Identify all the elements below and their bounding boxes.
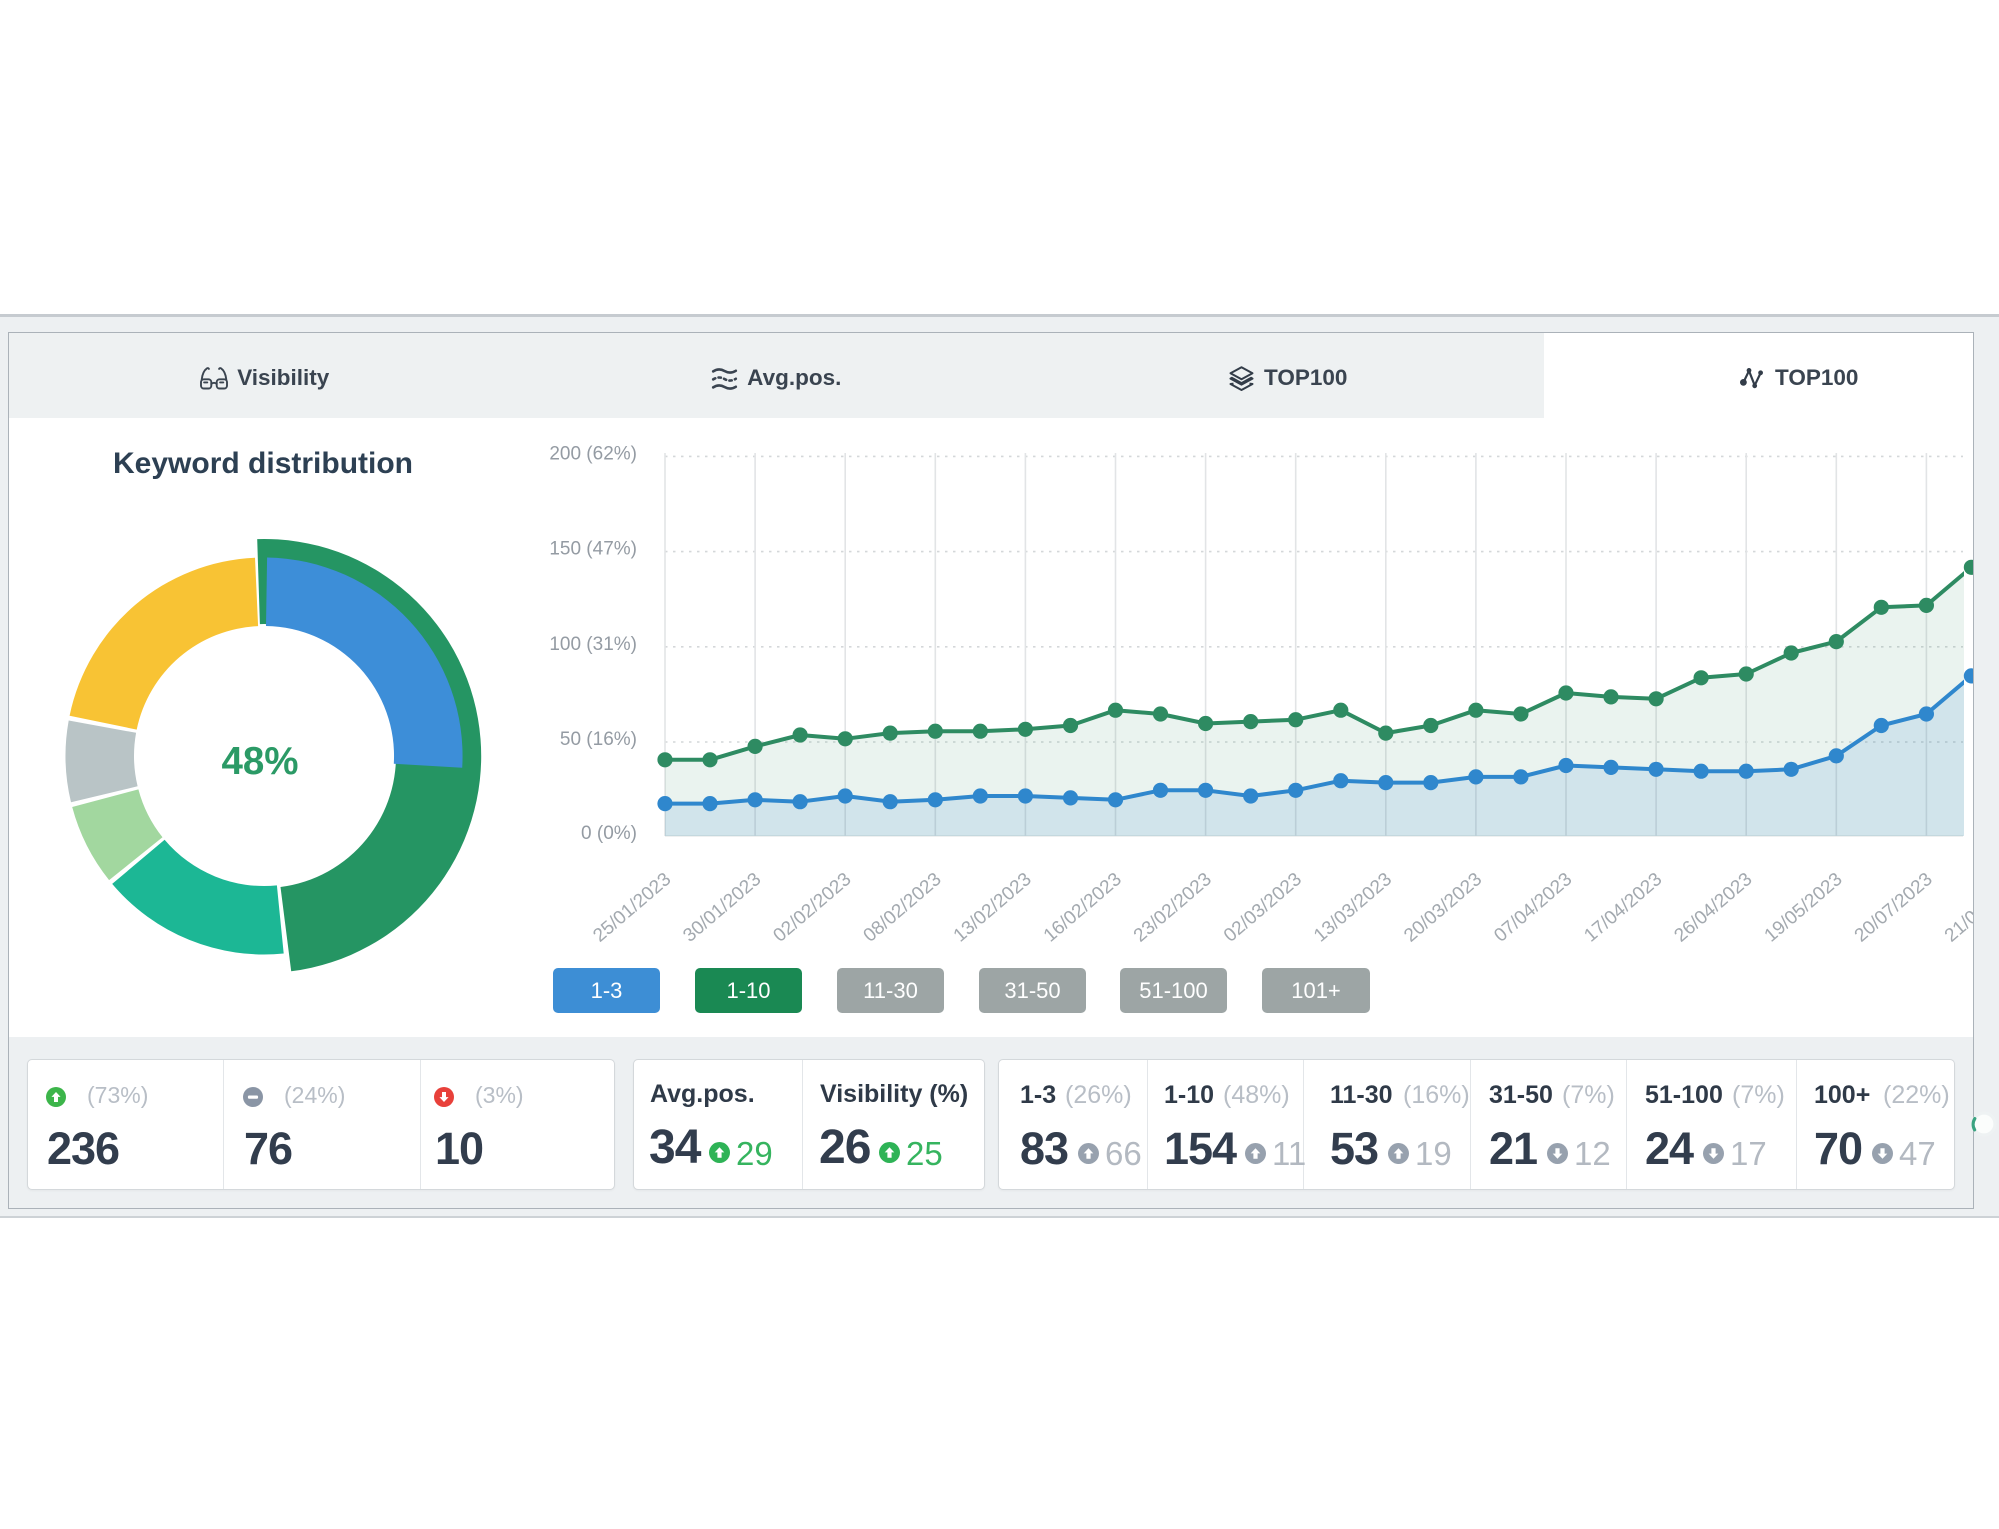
svg-text:0 (0%): 0 (0%) <box>581 823 637 844</box>
svg-text:21/09/2023: 21/09/2023 <box>1941 869 1973 947</box>
svg-text:26/04/2023: 26/04/2023 <box>1670 869 1756 947</box>
svg-text:25/01/2023: 25/01/2023 <box>589 869 675 947</box>
svg-text:30/01/2023: 30/01/2023 <box>679 869 765 947</box>
svg-text:50 (16%): 50 (16%) <box>560 729 637 750</box>
svg-text:20/07/2023: 20/07/2023 <box>1851 869 1937 947</box>
svg-text:13/03/2023: 13/03/2023 <box>1310 869 1396 947</box>
svg-text:23/02/2023: 23/02/2023 <box>1130 869 1216 947</box>
svg-text:08/02/2023: 08/02/2023 <box>860 869 946 947</box>
svg-text:13/02/2023: 13/02/2023 <box>950 869 1036 947</box>
svg-text:200 (62%): 200 (62%) <box>549 443 637 464</box>
svg-text:150 (47%): 150 (47%) <box>549 539 637 560</box>
svg-text:48%: 48% <box>221 740 298 783</box>
svg-text:02/03/2023: 02/03/2023 <box>1220 869 1306 947</box>
svg-text:16/02/2023: 16/02/2023 <box>1040 869 1126 947</box>
svg-text:17/04/2023: 17/04/2023 <box>1580 869 1666 947</box>
svg-text:02/02/2023: 02/02/2023 <box>769 869 855 947</box>
svg-text:20/03/2023: 20/03/2023 <box>1400 869 1486 947</box>
svg-text:19/05/2023: 19/05/2023 <box>1761 869 1847 947</box>
svg-text:100 (31%): 100 (31%) <box>549 634 637 655</box>
svg-text:07/04/2023: 07/04/2023 <box>1490 869 1576 947</box>
